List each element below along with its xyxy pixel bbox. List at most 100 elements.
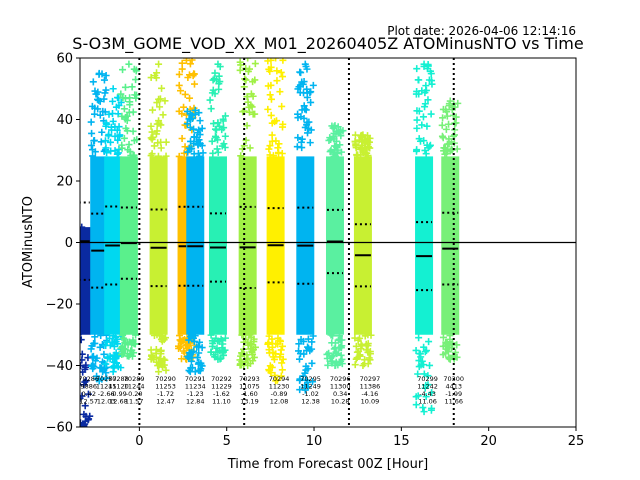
data-column-8	[236, 58, 259, 369]
x-tick-label: 15	[393, 434, 410, 449]
stat-block-2: 70288 11120 -0.99 12.68	[108, 375, 129, 406]
x-tick-label: 20	[480, 434, 497, 449]
stat-line: 70293	[239, 375, 260, 383]
stat-block-14: 70300 4413 -1.99 11.66	[443, 375, 464, 406]
column-core	[80, 227, 91, 335]
column-markers	[206, 60, 229, 363]
chart-title: S-O3M_GOME_VOD_XX_M01_20260405Z ATOMinus…	[72, 34, 583, 54]
stat-line: -4.16	[362, 390, 379, 398]
stat-line: 0.34	[333, 390, 347, 398]
data-column-11	[323, 122, 347, 369]
column-markers	[412, 60, 436, 416]
x-tick-label: 5	[223, 434, 231, 449]
data-column-14	[438, 97, 462, 363]
stat-block-0: 70286 9886 0.42 12.57	[78, 375, 99, 406]
stat-line: -0.20	[126, 390, 143, 398]
x-tick-label: 0	[135, 434, 143, 449]
stat-line: 11249	[300, 382, 321, 390]
chart-texts: Plot date: 2026-04-06 12:14:16 S-O3M_GOM…	[21, 24, 584, 472]
stat-line: 11.10	[212, 397, 231, 405]
stat-line: 70289	[124, 375, 145, 383]
data-column-9	[264, 58, 287, 385]
stat-line: 11230	[269, 382, 290, 390]
stat-line: 11242	[417, 382, 438, 390]
stat-line: -2.66	[98, 390, 115, 398]
data-column-12	[351, 131, 375, 369]
stat-line: 11229	[211, 382, 232, 390]
stat-line: 70297	[360, 375, 381, 383]
stat-line: 12.84	[186, 397, 205, 405]
x-axis-label: Time from Forecast 00Z [Hour]	[227, 457, 429, 472]
data-column-10	[293, 60, 317, 394]
stat-line: 13.19	[240, 397, 259, 405]
stat-line: 70287	[96, 375, 117, 383]
stat-block-13: 70299 11242 -4.43 11.06	[417, 375, 438, 406]
y-tick-label: 0	[65, 236, 73, 251]
stat-line: 70286	[78, 375, 99, 383]
stat-line: 12.68	[109, 397, 128, 405]
stat-block-7: 70292 11229 -1.62 11.10	[211, 375, 232, 406]
data-column-4	[147, 60, 170, 376]
stat-line: 11075	[239, 382, 260, 390]
column-core	[119, 156, 138, 335]
stat-line: 12.47	[156, 397, 175, 405]
column-core	[415, 156, 434, 335]
stat-line: 11.57	[125, 397, 144, 405]
stat-line: -1.62	[213, 390, 230, 398]
plot-date: Plot date: 2026-04-06 12:14:16	[387, 24, 576, 38]
data-column-3	[117, 60, 141, 360]
stat-line: 11244	[124, 382, 145, 390]
stat-line: -0.99	[110, 390, 127, 398]
column-markers	[264, 58, 287, 385]
stat-line: 0.42	[81, 390, 95, 398]
y-tick-label: 20	[56, 175, 73, 190]
stat-block-8: 70293 11075 -1.60 13.19	[239, 375, 260, 406]
plot-frame	[76, 57, 577, 431]
column-core	[441, 156, 460, 335]
y-tick-label: −60	[46, 421, 73, 436]
stat-line: 70291	[185, 375, 206, 383]
stat-line: 12.38	[301, 397, 320, 405]
stat-block-11: 70296 11300 0.34 10.28	[330, 375, 351, 406]
x-tick-label: 25	[568, 434, 585, 449]
stat-line: 11120	[108, 382, 129, 390]
stat-line: -1.23	[187, 390, 204, 398]
y-tick-label: 40	[56, 113, 73, 128]
data-column-1	[87, 69, 111, 385]
stat-line: -4.43	[419, 390, 436, 398]
stat-line: 11.06	[418, 397, 437, 405]
column-markers	[351, 131, 375, 369]
stat-line: 4413	[445, 382, 462, 390]
column-markers	[147, 60, 170, 376]
stat-block-1: 70287 11245 -2.66 12.03	[96, 375, 117, 406]
column-core	[149, 156, 168, 335]
column-core	[90, 156, 109, 335]
data-column-7	[206, 60, 229, 363]
column-markers	[87, 69, 111, 385]
column-core	[208, 156, 227, 335]
stat-line: 11234	[185, 382, 206, 390]
y-tick-label: −40	[46, 359, 73, 374]
stat-line: -1.02	[302, 390, 319, 398]
column-core	[238, 156, 257, 335]
column-markers	[101, 85, 125, 376]
stat-line: -1.99	[445, 390, 462, 398]
x-tick-label: 10	[306, 434, 323, 449]
y-tick-label: 60	[56, 52, 73, 67]
stat-block-9: 70294 11230 -0.89 12.08	[269, 375, 290, 406]
data-column-2	[101, 85, 125, 376]
stat-line: 12.57	[79, 397, 98, 405]
stat-line: -1.60	[241, 390, 258, 398]
stat-block-12: 70297 11386 -4.16 10.09	[360, 375, 381, 406]
stat-line: 12.08	[270, 397, 289, 405]
column-markers	[183, 106, 207, 376]
stat-line: 70288	[108, 375, 129, 383]
y-tick-label: −20	[46, 298, 73, 313]
stat-line: 70296	[330, 375, 351, 383]
stat-block-3: 70289 11244 -0.20 11.57	[124, 375, 145, 406]
stat-block-10: 70295 11249 -1.02 12.38	[300, 375, 321, 406]
